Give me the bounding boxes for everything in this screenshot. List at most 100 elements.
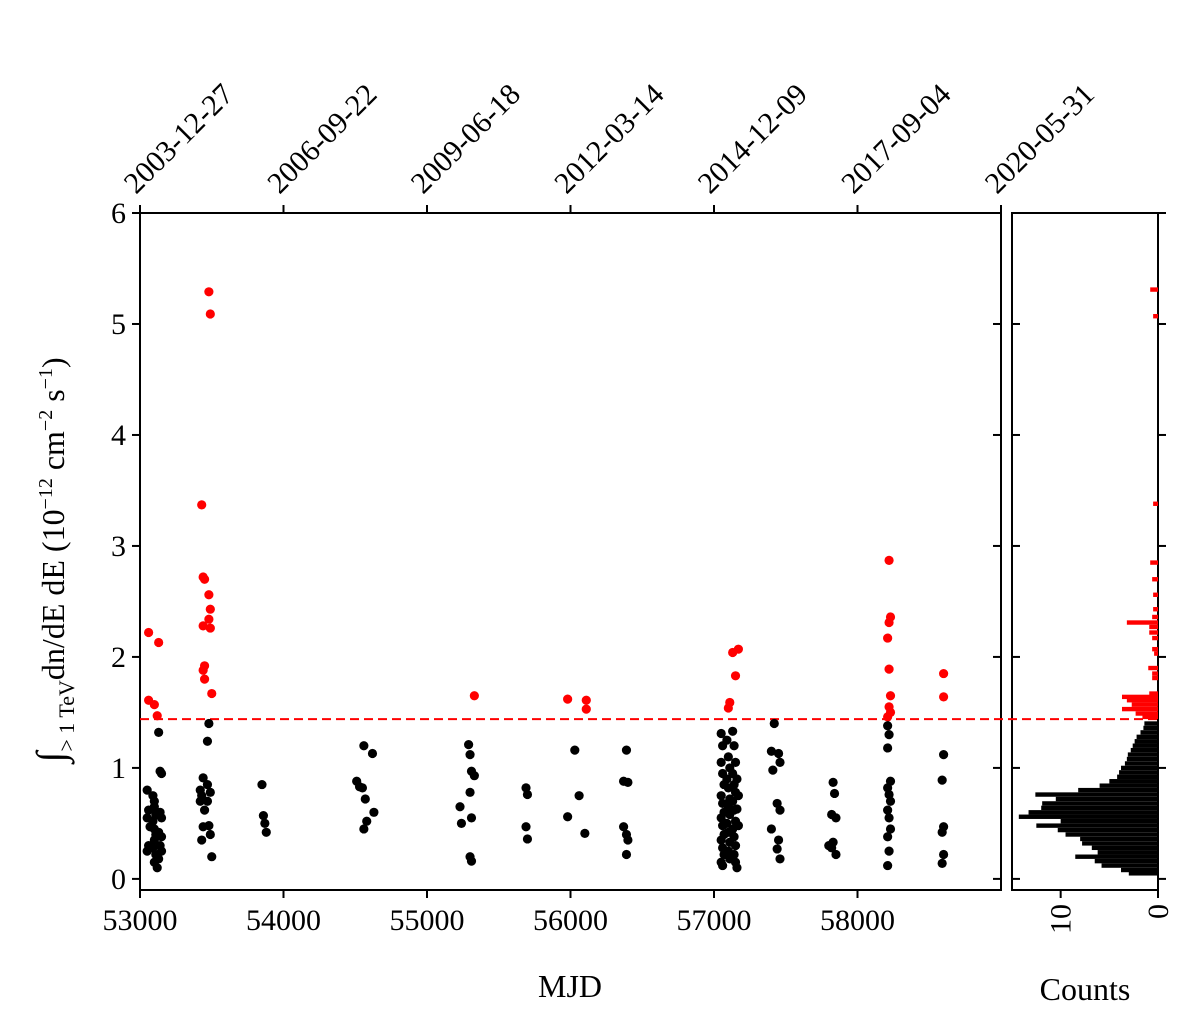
point-low xyxy=(621,849,632,860)
point-low xyxy=(466,813,477,823)
point-low xyxy=(570,745,580,755)
histogram-bar-low xyxy=(1140,730,1158,735)
point-low xyxy=(522,789,533,800)
point-low xyxy=(466,856,477,866)
point-low xyxy=(937,775,947,785)
point-low xyxy=(884,813,894,823)
point-low xyxy=(766,824,777,834)
point-low xyxy=(261,827,271,837)
point-low xyxy=(148,816,158,826)
point-low xyxy=(883,743,893,753)
y-tick-label: 5 xyxy=(111,308,126,341)
point-low xyxy=(831,849,841,860)
point-low xyxy=(827,843,837,853)
point-high xyxy=(563,694,573,704)
point-low xyxy=(195,796,205,806)
point-low xyxy=(257,779,267,790)
point-high xyxy=(205,623,215,633)
point-low xyxy=(716,813,726,823)
point-low xyxy=(156,846,167,856)
point-low xyxy=(359,824,369,834)
histogram-bar-high xyxy=(1154,651,1158,656)
histogram-bar-low xyxy=(1134,739,1158,744)
y-axis-exp3: −1 xyxy=(35,368,57,389)
point-low xyxy=(728,796,738,806)
y-axis-cm: cm xyxy=(35,431,71,478)
point-high xyxy=(149,700,159,710)
histogram-bar-high xyxy=(1149,691,1158,696)
histogram-bar-high xyxy=(1153,607,1158,612)
point-low xyxy=(469,771,479,781)
point-low xyxy=(773,835,784,845)
histogram-bar-low xyxy=(1121,867,1158,873)
point-low xyxy=(937,858,947,868)
point-high xyxy=(581,695,591,705)
histogram-bar-low xyxy=(1119,770,1158,775)
point-low xyxy=(730,841,741,851)
y-axis-exp2: −2 xyxy=(35,410,57,431)
histogram-bar-low xyxy=(1127,752,1158,757)
x-axis-title: MJD xyxy=(538,968,602,1004)
histogram-bar-low xyxy=(1097,850,1158,855)
point-low xyxy=(359,741,369,751)
histogram-bar-low xyxy=(1018,814,1158,819)
point-low xyxy=(722,735,732,745)
x-tick-label: 54000 xyxy=(246,904,321,937)
histogram-bar-low xyxy=(1126,756,1158,762)
point-low xyxy=(563,812,573,822)
top-tick-label: 2020-05-31 xyxy=(979,78,1101,200)
histogram-bar-low xyxy=(1099,783,1158,788)
histogram-bar-low xyxy=(1101,863,1158,868)
point-low xyxy=(357,783,368,793)
histogram-bar-high xyxy=(1149,630,1158,635)
y-tick-label: 6 xyxy=(111,197,126,230)
point-high xyxy=(730,671,741,681)
point-low xyxy=(883,805,893,815)
top-tick-label: 2003-12-27 xyxy=(118,78,240,200)
histogram-bar-high xyxy=(1152,671,1158,676)
point-low xyxy=(154,727,164,738)
point-high xyxy=(883,633,893,643)
point-low xyxy=(202,736,213,746)
x-tick-label: 55000 xyxy=(390,904,465,937)
point-high xyxy=(204,614,214,624)
y-axis-exp1: −12 xyxy=(35,478,57,509)
y-axis-close: ) xyxy=(35,357,71,368)
point-low xyxy=(367,748,378,759)
histogram-bar-low xyxy=(1117,774,1158,779)
histogram-bar-low xyxy=(1057,827,1158,833)
point-high xyxy=(144,627,154,638)
x-tick-label: 53000 xyxy=(103,904,178,937)
svg-text:∫> 1 TeVdn/dE dE (10−12 cm−2 s: ∫> 1 TeVdn/dE dE (10−12 cm−2 s−1) xyxy=(28,357,79,765)
point-low xyxy=(149,835,159,845)
y-axis-integral: ∫ xyxy=(28,749,75,766)
histogram-bar-high xyxy=(1126,698,1158,703)
histogram-bar-high xyxy=(1150,560,1158,565)
top-tick-label: 2017-09-04 xyxy=(835,78,957,200)
point-low xyxy=(729,832,739,842)
point-low xyxy=(455,802,465,812)
point-high xyxy=(884,617,894,628)
point-low xyxy=(775,757,785,767)
point-low xyxy=(885,824,896,834)
y-axis-subscript: > 1 TeV xyxy=(54,680,79,752)
point-low xyxy=(623,777,633,787)
x-tick-label: 57000 xyxy=(677,904,752,937)
point-high xyxy=(198,665,208,675)
point-low xyxy=(205,829,215,840)
point-low xyxy=(732,774,742,784)
point-low xyxy=(360,794,370,804)
histogram-bar-high xyxy=(1152,646,1158,652)
point-high xyxy=(733,644,743,654)
point-low xyxy=(156,832,167,842)
point-high xyxy=(939,668,949,679)
point-high xyxy=(884,555,894,565)
point-low xyxy=(722,774,732,784)
point-low xyxy=(729,741,739,751)
point-low xyxy=(733,791,743,801)
histogram-bar-low xyxy=(1144,721,1158,726)
histogram-bar-high xyxy=(1152,675,1158,681)
y-tick-label: 2 xyxy=(111,641,126,674)
point-high xyxy=(204,590,214,600)
y-axis-main: dn/dE dE (10 xyxy=(35,509,71,680)
